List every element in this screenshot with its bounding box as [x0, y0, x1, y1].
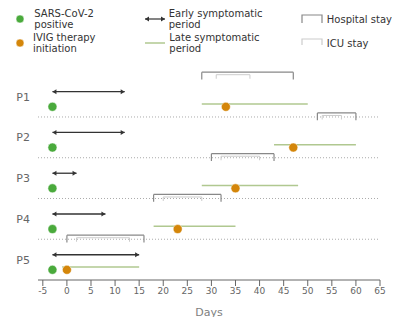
svg-text:65: 65 — [374, 286, 385, 296]
svg-text:10: 10 — [109, 286, 121, 296]
html-text:IVIG therapy initiation: IVIG therapy initiation — [33, 32, 96, 54]
svg-text:P4: P4 — [16, 213, 30, 226]
svg-text:5: 5 — [88, 286, 94, 296]
html-text:Hospital stay: Hospital stay — [326, 13, 392, 25]
svg-text:60: 60 — [350, 286, 362, 296]
svg-text:P1: P1 — [16, 91, 30, 104]
svg-text:P3: P3 — [16, 172, 30, 185]
svg-text:20: 20 — [158, 286, 170, 296]
svg-text:45: 45 — [278, 286, 289, 296]
svg-text:-5: -5 — [38, 286, 47, 296]
html-text:Early symptomatic period: Early symptomatic period — [168, 8, 263, 30]
svg-text:40: 40 — [254, 286, 266, 296]
svg-text:0: 0 — [64, 286, 70, 296]
html-text:ICU stay: ICU stay — [326, 37, 369, 49]
html-text:SARS-CoV-2 positive: SARS-CoV-2 positive — [34, 8, 94, 30]
svg-text:30: 30 — [206, 286, 218, 296]
svg-text:P2: P2 — [16, 131, 30, 144]
svg-text:Days: Days — [195, 306, 223, 317]
svg-text:50: 50 — [302, 286, 314, 296]
svg-text:35: 35 — [230, 286, 241, 296]
svg-text:15: 15 — [133, 286, 144, 296]
svg-text:55: 55 — [326, 286, 337, 296]
html-text:Late symptomatic period: Late symptomatic period — [169, 32, 260, 54]
svg-text:P5: P5 — [16, 254, 30, 267]
svg-text:25: 25 — [182, 286, 193, 296]
